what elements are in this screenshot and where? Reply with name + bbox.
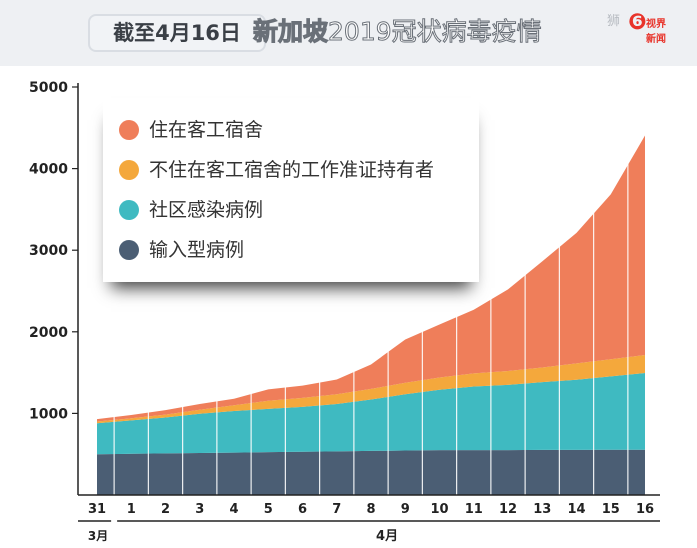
legend-label: 住在客工宿舍 (149, 119, 264, 141)
news-logo: ❻ 视界 新闻 (628, 10, 672, 54)
x-tick-label: 31 (88, 502, 106, 517)
x-tick-label: 4 (229, 502, 238, 517)
x-tick-label: 12 (499, 502, 517, 517)
y-tick-label: 4000 (29, 162, 68, 178)
y-tick-label: 1000 (29, 406, 68, 422)
logo-line2: 新闻 (646, 34, 666, 45)
y-tick-label: 2000 (29, 325, 68, 341)
x-tick-label: 6 (298, 502, 307, 517)
legend-swatch (119, 120, 139, 140)
legend-label: 输入型病例 (149, 239, 245, 261)
chart-legend: 住在客工宿舍 不住在客工宿舍的工作准证持有者 社区感染病例 输入型病例 (103, 98, 479, 282)
legend-label: 社区感染病例 (149, 199, 264, 221)
x-tick-label: 2 (161, 502, 170, 517)
area-series-0 (97, 449, 645, 495)
x-tick-label: 9 (401, 502, 410, 517)
legend-swatch (119, 240, 139, 260)
date-label: 截至4月16日 (113, 21, 241, 45)
title-light: 2019冠状病毒疫情 (328, 17, 543, 47)
page-title: 新加坡2019冠状病毒疫情 (252, 10, 543, 54)
month-label-march: 3月 (88, 529, 108, 543)
x-tick-label: 3 (195, 502, 204, 517)
x-tick-label: 14 (567, 502, 585, 517)
x-tick-label: 15 (602, 502, 620, 517)
x-tick-label: 7 (332, 502, 341, 517)
x-tick-label: 1 (127, 502, 136, 517)
x-tick-label: 13 (533, 502, 551, 517)
date-badge: 截至4月16日 (88, 14, 266, 52)
watermark-text: 狮 (607, 14, 621, 29)
logo-icon: ❻ (628, 10, 647, 35)
x-tick-label: 5 (264, 502, 273, 517)
x-tick-label: 10 (430, 502, 448, 517)
month-label-april: 4月 (376, 529, 398, 544)
area-series-1 (97, 373, 645, 455)
area-series-3 (97, 135, 645, 422)
x-tick-label: 8 (366, 502, 375, 517)
legend-swatch (119, 160, 139, 180)
logo-line1: 视界 (646, 19, 666, 30)
x-tick-label: 11 (465, 502, 483, 517)
y-tick-label: 3000 (29, 243, 68, 259)
title-bold: 新加坡 (252, 17, 329, 47)
y-tick-label: 5000 (29, 80, 68, 96)
legend-swatch (119, 200, 139, 220)
legend-label: 不住在客工宿舍的工作准证持有者 (149, 159, 435, 181)
header-banner: 截至4月16日 新加坡2019冠状病毒疫情 狮 ❻ 视界 新闻 (0, 0, 697, 66)
area-series-2 (97, 355, 645, 424)
x-tick-label: 16 (636, 502, 654, 517)
